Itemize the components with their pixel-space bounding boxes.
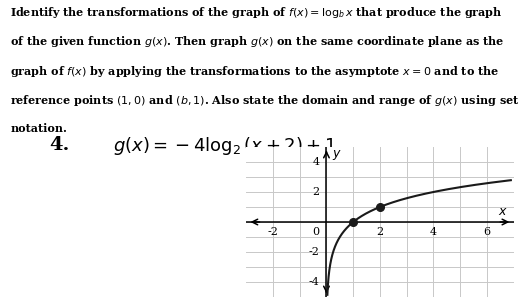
Text: of the given function $g(x)$. Then graph $g(x)$ on the same coordinate plane as : of the given function $g(x)$. Then graph… bbox=[10, 34, 505, 49]
Text: $x$: $x$ bbox=[498, 205, 508, 218]
Text: graph of $f(x)$ by applying the transformations to the asymptote $x = 0$ and to : graph of $f(x)$ by applying the transfor… bbox=[10, 64, 499, 79]
Text: -2: -2 bbox=[309, 247, 320, 257]
Text: 2: 2 bbox=[376, 227, 384, 237]
Text: notation.: notation. bbox=[10, 123, 67, 134]
Text: 4.: 4. bbox=[49, 136, 69, 154]
Text: $g(x) = -4\log_2 (x + 2) + 1$: $g(x) = -4\log_2 (x + 2) + 1$ bbox=[113, 135, 336, 158]
Text: $y$: $y$ bbox=[332, 148, 342, 163]
Text: 6: 6 bbox=[483, 227, 490, 237]
Text: -2: -2 bbox=[268, 227, 278, 237]
Text: 0: 0 bbox=[313, 227, 320, 237]
Text: 2: 2 bbox=[313, 187, 320, 197]
Text: 4: 4 bbox=[313, 157, 320, 167]
Text: 4: 4 bbox=[430, 227, 437, 237]
Text: -4: -4 bbox=[309, 277, 320, 287]
Text: Identify the transformations of the graph of $f(x) = \log_b x$ that produce the : Identify the transformations of the grap… bbox=[10, 4, 503, 20]
Text: reference points $(1, 0)$ and $(b, 1)$. Also state the domain and range of $g(x): reference points $(1, 0)$ and $(b, 1)$. … bbox=[10, 94, 520, 109]
